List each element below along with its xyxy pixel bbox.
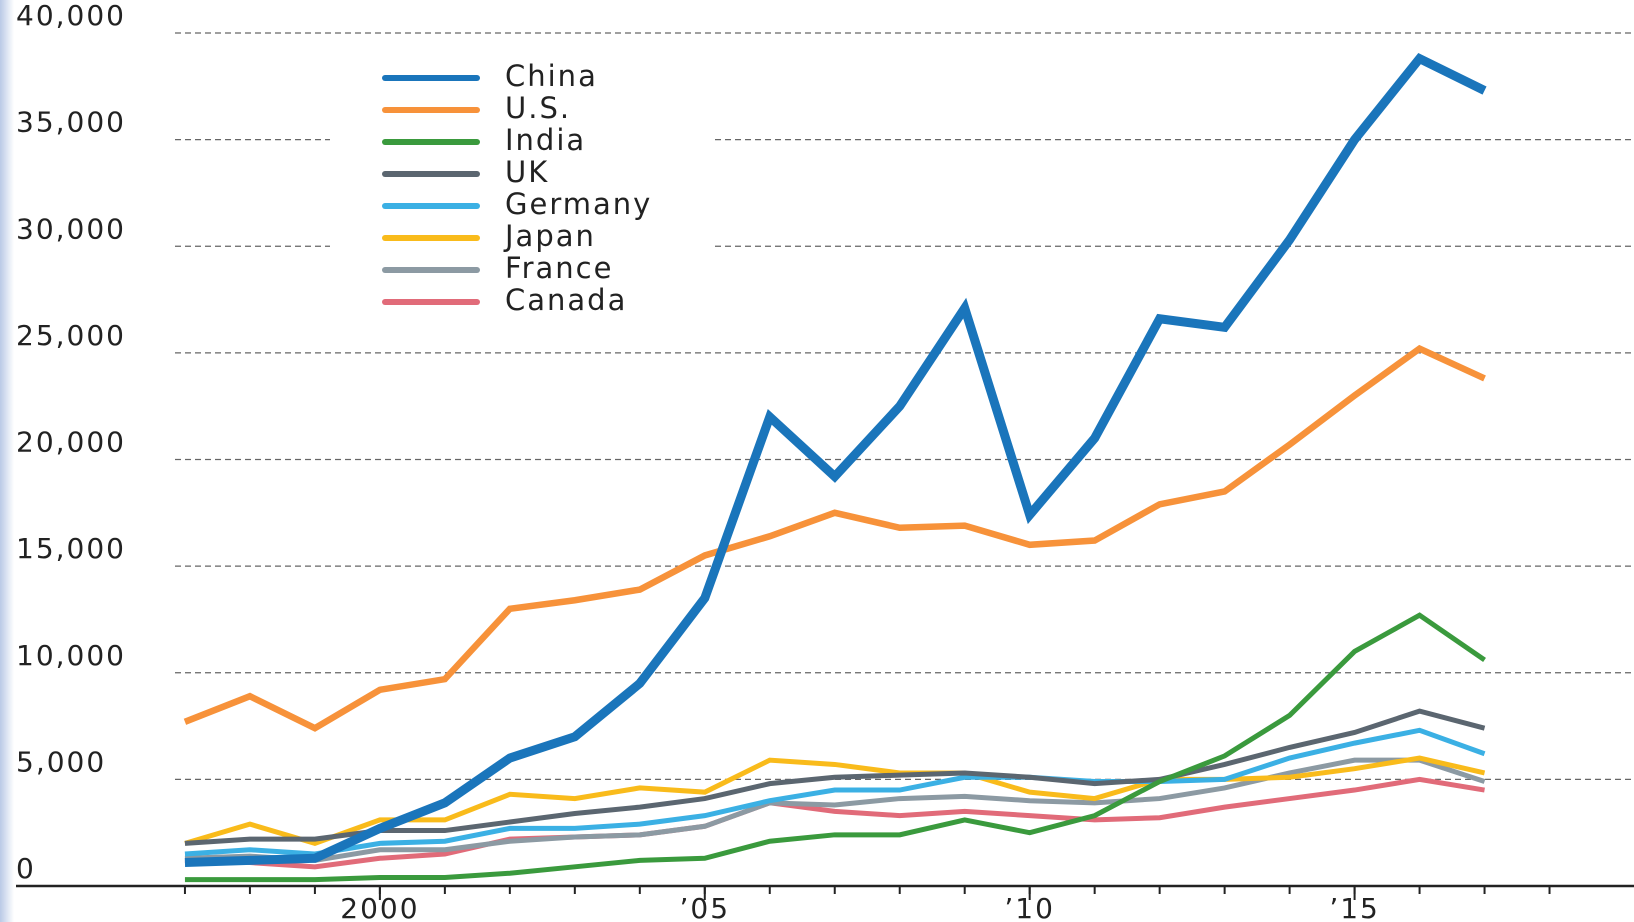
y-tick-label: 0 [16,852,36,885]
y-tick-label: 25,000 [16,319,126,352]
series-line [184,776,1485,870]
legend-label: Japan [503,219,596,253]
legend-label: Germany [505,187,652,221]
y-tick-label: 35,000 [16,106,126,139]
legend-label: U.S. [505,91,571,125]
x-tick-label: 2000 [340,892,419,922]
x-tick-label: ’05 [680,892,731,922]
series-line [184,612,1486,883]
edge-strip [0,0,14,922]
legend-label: UK [505,155,549,189]
x-tick-label: ’15 [1329,892,1380,922]
legend-label: Canada [505,283,627,317]
legend-label: France [505,251,613,285]
y-tick-label: 5,000 [16,745,106,778]
series-line [184,727,1486,857]
legend-label: China [505,59,598,93]
legend-label: India [505,123,586,157]
y-tick-label: 30,000 [16,212,126,245]
series-line [184,52,1487,868]
series-line [183,344,1486,732]
y-tick-label: 10,000 [16,639,126,672]
x-tick-label: ’10 [1004,892,1055,922]
y-tick-label: 40,000 [16,0,126,32]
series-line [184,708,1486,846]
y-tick-label: 20,000 [16,426,126,459]
y-tick-label: 15,000 [16,532,126,565]
